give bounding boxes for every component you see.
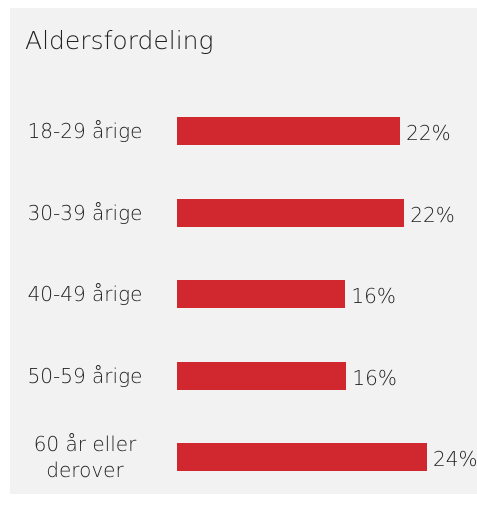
category-label: 40-49 årige [27,282,143,306]
value-label: 16% [351,284,396,308]
chart-title: Aldersfordeling [25,26,214,55]
category-label: 30-39 årige [27,201,143,225]
bar [177,117,401,145]
category-label: 18-29 årige [27,119,143,143]
bar [177,199,405,227]
bar [177,362,347,390]
value-label: 22% [406,121,451,145]
bar [177,280,346,308]
bar [177,443,427,471]
value-label: 16% [352,366,397,390]
value-label: 22% [410,203,455,227]
panel [10,8,477,494]
category-label: 60 år eller derover [33,432,137,482]
value-label: 24% [433,447,477,471]
category-label: 50-59 årige [27,364,143,388]
